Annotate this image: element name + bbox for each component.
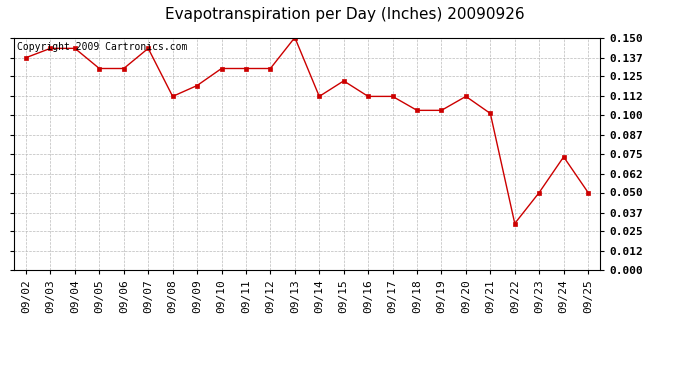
Text: Evapotranspiration per Day (Inches) 20090926: Evapotranspiration per Day (Inches) 2009… <box>165 8 525 22</box>
Text: Copyright 2009 Cartronics.com: Copyright 2009 Cartronics.com <box>17 42 187 52</box>
